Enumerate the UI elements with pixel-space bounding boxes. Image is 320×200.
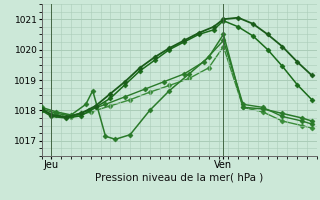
X-axis label: Pression niveau de la mer( hPa ): Pression niveau de la mer( hPa ): [95, 173, 263, 183]
